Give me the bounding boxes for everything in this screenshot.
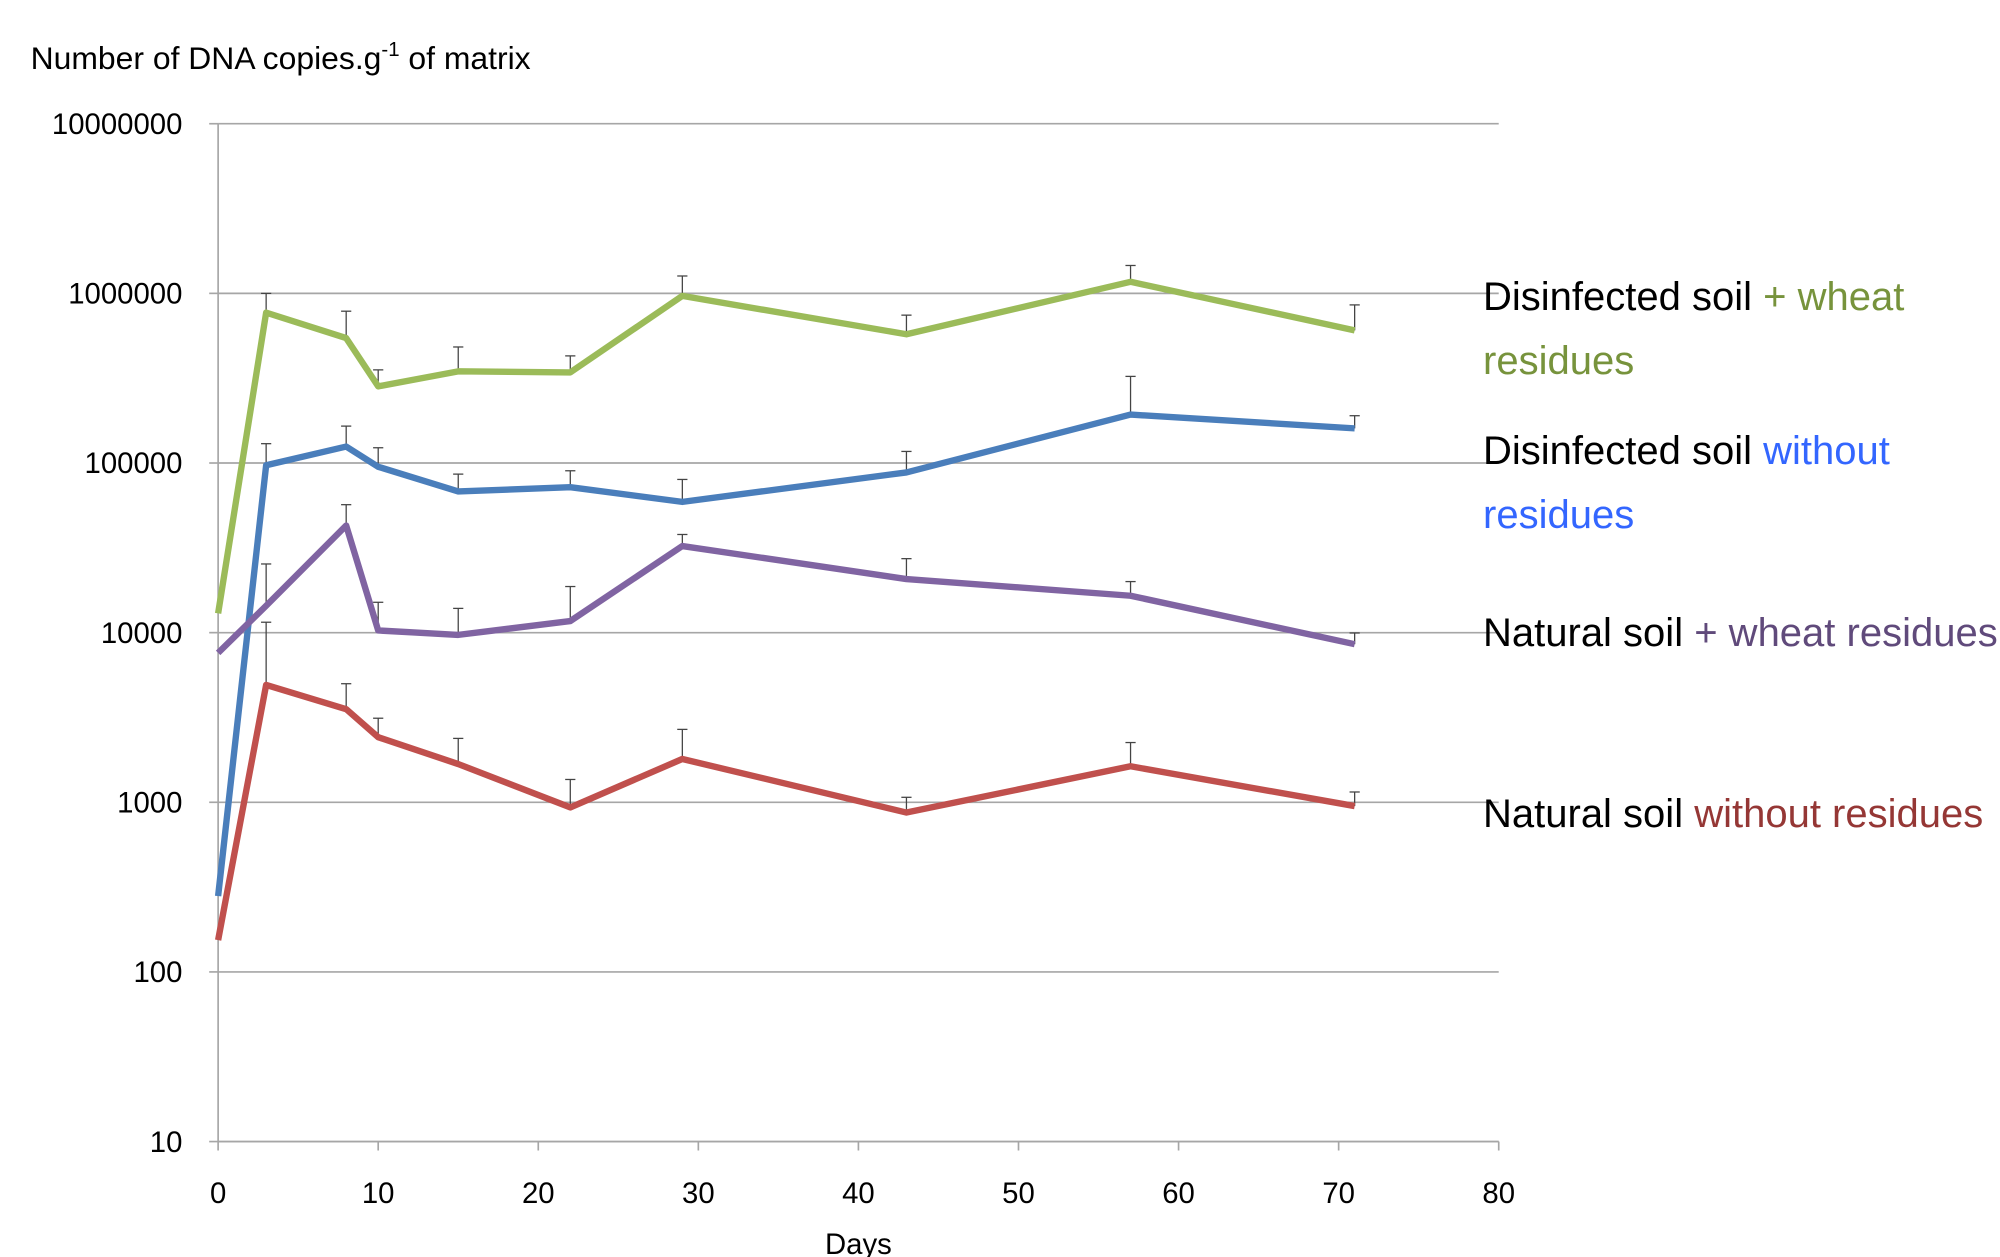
error-bar [341, 504, 352, 526]
x-tick-label: 70 [1322, 1177, 1355, 1210]
x-tick-label: 30 [682, 1177, 715, 1210]
error-bar [261, 621, 272, 685]
y-axis-title: Number of DNA copies.g-1 of matrix [31, 39, 531, 76]
error-bar [341, 425, 352, 447]
y-axis-title-rest: of matrix [400, 40, 531, 76]
error-bar [341, 683, 352, 710]
series-line [214, 411, 1355, 897]
legend-base: Disinfected soil [1483, 275, 1753, 319]
series-line [214, 681, 1356, 941]
y-tick-label: 1000000 [68, 278, 182, 311]
legend-qualifier: + wheat residues [1483, 275, 1905, 383]
y-axis-title-sup: -1 [381, 39, 399, 61]
x-tick-label: 20 [522, 1177, 555, 1210]
error-bar [261, 292, 272, 313]
legend-qualifier: without residues [1694, 792, 1984, 836]
error-bar [677, 728, 688, 759]
error-bar [677, 275, 688, 296]
series-line [215, 522, 1356, 656]
y-tick-label: 10000000 [52, 108, 183, 141]
legend-qualifier: + wheat residues [1694, 611, 1998, 655]
error-bar [1349, 304, 1360, 331]
error-bar [453, 607, 464, 635]
error-bar [261, 443, 272, 466]
legend-entry: Disinfected soil + wheat residues [1483, 265, 1998, 393]
error-bar [677, 478, 688, 502]
x-tick-label: 60 [1162, 1177, 1195, 1210]
error-bar [565, 585, 576, 622]
error-bar [565, 778, 576, 808]
legend-base: Disinfected soil [1483, 429, 1753, 473]
legend-entry: Natural soil + wheat residues [1483, 601, 1998, 665]
y-tick-label: 1000 [117, 786, 182, 819]
y-tick-label: 10000 [101, 617, 183, 650]
legend-qualifier: without residues [1483, 429, 1890, 537]
y-tick-label: 100 [133, 956, 182, 989]
error-bar [901, 450, 912, 473]
error-bar [1125, 741, 1136, 767]
y-tick-label: 10 [150, 1126, 183, 1159]
error-bar [901, 558, 912, 580]
error-bar [453, 346, 464, 372]
y-tick-label: 100000 [85, 447, 183, 480]
error-bar [453, 737, 464, 765]
y-axis-title-main: Number of DNA copies.g [31, 40, 382, 76]
legend-entry: Disinfected soil without residues [1483, 419, 1998, 547]
error-bar [261, 563, 272, 606]
x-tick-label: 10 [362, 1177, 395, 1210]
error-bar [341, 310, 352, 339]
error-bar [1125, 375, 1136, 415]
legend-base: Natural soil [1483, 611, 1684, 655]
x-tick-label: 0 [210, 1177, 226, 1210]
x-tick-label: 50 [1002, 1177, 1035, 1210]
x-tick-label: 40 [842, 1177, 875, 1210]
series-line [214, 278, 1356, 614]
x-tick-label: 80 [1482, 1177, 1515, 1210]
legend-entry: Natural soil without residues [1483, 782, 1998, 846]
x-axis-title: Days [825, 1228, 892, 1257]
legend-base: Natural soil [1483, 792, 1684, 836]
